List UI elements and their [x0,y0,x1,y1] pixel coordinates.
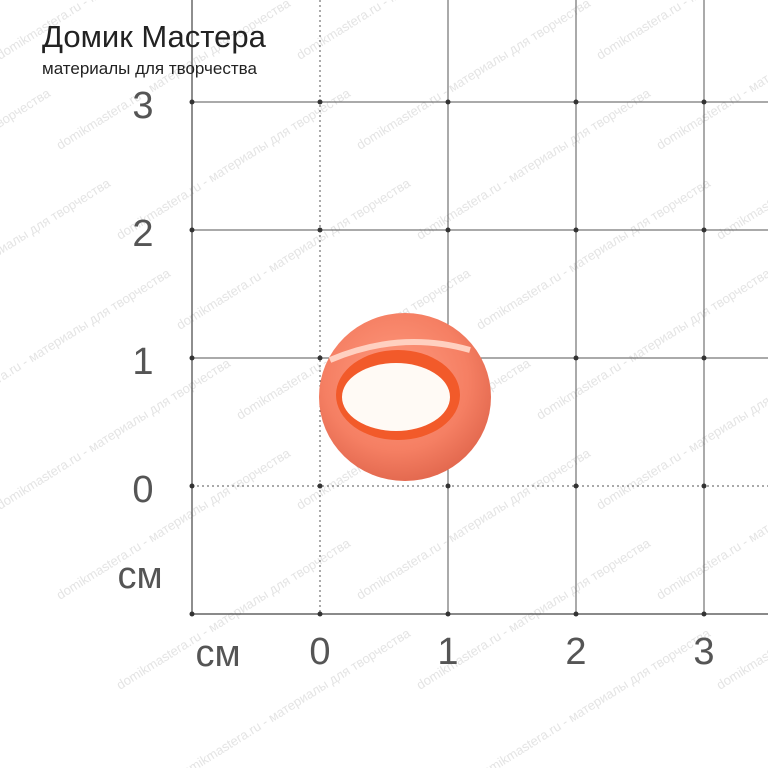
y-label: 0 [132,469,153,511]
brand-title: Домик Мастера [42,19,267,54]
watermark: domikmastera.ru - материалы для творчест… [174,175,414,333]
grid-dot [189,611,195,617]
grid-dot [317,611,323,617]
watermark: domikmastera.ru - материалы для творчест… [354,0,594,153]
grid-dot [317,99,323,105]
grid-dot [189,355,195,361]
x-label: 3 [693,631,714,673]
grid-dot [701,99,707,105]
grid-dot [189,99,195,105]
y-unit: см [117,555,162,597]
grid-dot [445,611,451,617]
grid-dot [573,99,579,105]
grid-dot [573,355,579,361]
grid-dot [317,355,323,361]
grid-dot [317,483,323,489]
x-unit: см [195,633,240,675]
brand-subtitle: материалы для творчества [42,59,257,78]
grid-dot [701,611,707,617]
grid-dot [573,483,579,489]
x-label: 2 [565,631,586,673]
y-label: 1 [132,341,153,383]
grid-dot [573,611,579,617]
watermark: domikmastera.ru - материалы для творчест… [474,625,714,768]
grid-dot [445,227,451,233]
grid-dot [317,227,323,233]
grid-dot [445,483,451,489]
watermark: domikmastera.ru - материалы для творчест… [54,445,294,603]
grid-dot [573,227,579,233]
grid-dot [189,483,195,489]
grid-dot [189,227,195,233]
grid: 0 1 2 3 3 2 1 0 [132,0,768,673]
watermark: domikmastera.ru - материалы для творчест… [414,85,654,243]
x-label: 1 [437,631,458,673]
grid-dot [445,99,451,105]
watermark: domikmastera.ru - материалы для творчест… [0,355,234,513]
watermark: domikmastera.ru - материалы для творчест… [594,0,768,63]
grid-dot [701,483,707,489]
y-label: 2 [132,213,153,255]
watermark: domikmastera.ru - материалы для творчест… [474,175,714,333]
grid-dot [701,227,707,233]
watermark: domikmastera.ru - материалы для творчест… [654,0,768,153]
watermark: domikmastera.ru - материалы для творчест… [534,265,768,423]
y-label: 3 [132,85,153,127]
bead [319,313,491,481]
x-label: 0 [309,631,330,673]
watermark: domikmastera.ru - материалы для творчест… [594,355,768,513]
grid-dot [701,355,707,361]
